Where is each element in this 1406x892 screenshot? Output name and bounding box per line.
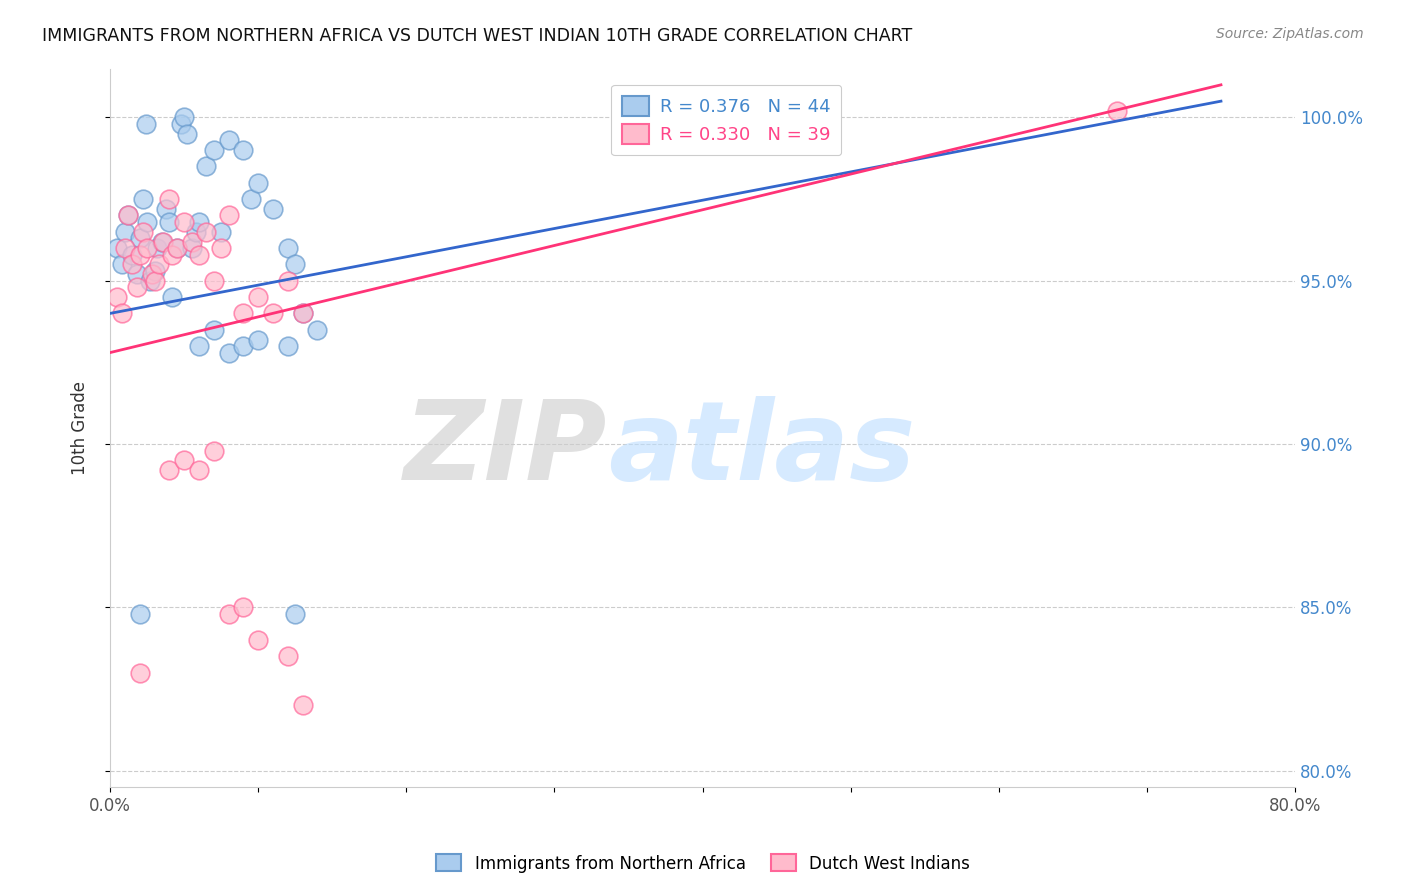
Point — [136, 215, 159, 229]
Point — [131, 192, 153, 206]
Point — [155, 202, 177, 216]
Point — [173, 215, 195, 229]
Point — [277, 274, 299, 288]
Point — [111, 257, 134, 271]
Point — [114, 241, 136, 255]
Point — [284, 607, 307, 621]
Point — [166, 241, 188, 255]
Point — [239, 192, 262, 206]
Point — [232, 339, 254, 353]
Point — [195, 225, 218, 239]
Point — [150, 235, 173, 249]
Point — [131, 225, 153, 239]
Point — [284, 257, 307, 271]
Point — [107, 290, 129, 304]
Point — [202, 443, 225, 458]
Text: Source: ZipAtlas.com: Source: ZipAtlas.com — [1216, 27, 1364, 41]
Point — [218, 607, 240, 621]
Point — [117, 209, 139, 223]
Point — [232, 600, 254, 615]
Point — [157, 463, 180, 477]
Point — [195, 160, 218, 174]
Point — [107, 241, 129, 255]
Point — [148, 257, 170, 271]
Text: atlas: atlas — [607, 396, 915, 503]
Point — [187, 247, 209, 261]
Point — [135, 117, 157, 131]
Point — [128, 665, 150, 680]
Point — [180, 235, 202, 249]
Point — [291, 306, 314, 320]
Point — [262, 306, 284, 320]
Point — [152, 235, 174, 249]
Point — [162, 247, 184, 261]
Point — [187, 463, 209, 477]
Point — [277, 241, 299, 255]
Point — [128, 247, 150, 261]
Point — [121, 247, 143, 261]
Point — [218, 345, 240, 359]
Point — [139, 274, 162, 288]
Text: ZIP: ZIP — [405, 396, 607, 503]
Point — [1107, 103, 1129, 118]
Y-axis label: 10th Grade: 10th Grade — [72, 381, 89, 475]
Point — [143, 264, 166, 278]
Point — [128, 231, 150, 245]
Point — [291, 306, 314, 320]
Point — [166, 241, 188, 255]
Point — [143, 274, 166, 288]
Point — [209, 241, 232, 255]
Point — [307, 323, 329, 337]
Point — [247, 290, 270, 304]
Point — [146, 241, 169, 255]
Text: IMMIGRANTS FROM NORTHERN AFRICA VS DUTCH WEST INDIAN 10TH GRADE CORRELATION CHAR: IMMIGRANTS FROM NORTHERN AFRICA VS DUTCH… — [42, 27, 912, 45]
Point — [141, 267, 163, 281]
Point — [247, 176, 270, 190]
Point — [262, 202, 284, 216]
Point — [121, 257, 143, 271]
Point — [277, 339, 299, 353]
Point — [187, 339, 209, 353]
Point — [277, 649, 299, 664]
Point — [232, 306, 254, 320]
Point — [202, 274, 225, 288]
Legend: Immigrants from Northern Africa, Dutch West Indians: Immigrants from Northern Africa, Dutch W… — [430, 847, 976, 880]
Point — [247, 632, 270, 647]
Point — [173, 453, 195, 467]
Point — [218, 133, 240, 147]
Point — [136, 241, 159, 255]
Point — [117, 209, 139, 223]
Point — [128, 607, 150, 621]
Point — [125, 267, 148, 281]
Point — [184, 225, 207, 239]
Point — [232, 143, 254, 157]
Point — [170, 117, 193, 131]
Point — [176, 127, 198, 141]
Point — [187, 215, 209, 229]
Point — [180, 241, 202, 255]
Point — [173, 111, 195, 125]
Point — [247, 333, 270, 347]
Point — [202, 143, 225, 157]
Point — [125, 280, 148, 294]
Point — [218, 209, 240, 223]
Point — [114, 225, 136, 239]
Point — [162, 290, 184, 304]
Point — [157, 215, 180, 229]
Point — [209, 225, 232, 239]
Point — [111, 306, 134, 320]
Legend: R = 0.376   N = 44, R = 0.330   N = 39: R = 0.376 N = 44, R = 0.330 N = 39 — [612, 85, 841, 155]
Point — [202, 323, 225, 337]
Point — [291, 698, 314, 713]
Point — [157, 192, 180, 206]
